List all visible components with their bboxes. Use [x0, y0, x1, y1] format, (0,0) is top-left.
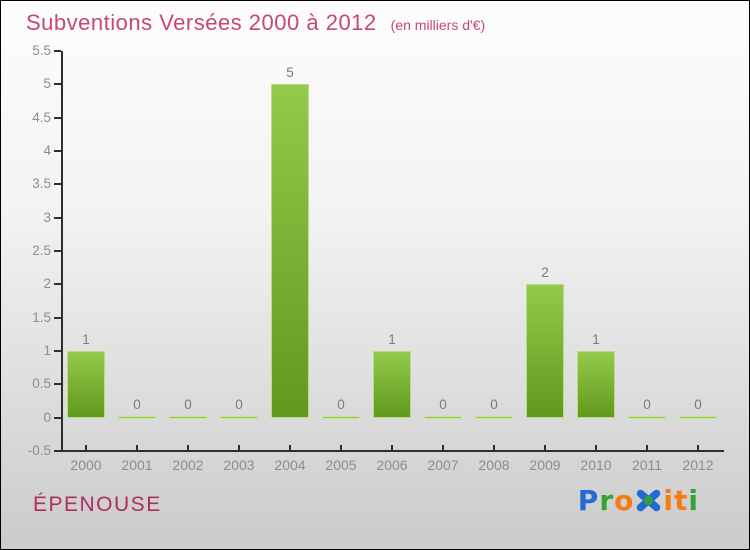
x-axis-tick — [85, 445, 87, 451]
x-axis-tick — [646, 445, 648, 451]
x-axis-tick-label: 2011 — [631, 457, 663, 473]
y-axis-tick — [54, 417, 61, 419]
bar-value-label: 0 — [235, 397, 243, 412]
y-axis-tick — [54, 383, 61, 385]
y-axis-tick — [54, 450, 61, 452]
logo-letter: t — [674, 484, 689, 517]
x-axis-tick-label: 2002 — [172, 457, 204, 473]
y-axis-tick — [54, 83, 61, 85]
chart-title: Subventions Versées 2000 à 2012 — [26, 10, 377, 35]
y-axis-tick-label: 3 — [43, 210, 51, 225]
bar-2007 — [424, 416, 462, 419]
y-axis-tick — [54, 217, 61, 219]
x-axis-tick-label: 2012 — [682, 457, 714, 473]
bar-2002 — [169, 416, 207, 419]
logo-letter: P — [577, 484, 600, 517]
y-axis-tick — [54, 317, 61, 319]
bar-2008 — [475, 416, 513, 419]
x-axis-tick-label: 2003 — [223, 457, 255, 473]
bar-2005 — [322, 416, 360, 419]
x-axis-tick — [442, 445, 444, 451]
y-axis-tick-label: 4.5 — [32, 110, 51, 125]
x-axis-tick — [289, 445, 291, 451]
bar-value-label: 0 — [694, 397, 702, 412]
y-axis-tick-label: -0.5 — [27, 443, 51, 458]
x-axis-tick — [544, 445, 546, 451]
bar-value-label: 0 — [133, 397, 141, 412]
logo-x-icon — [637, 489, 661, 512]
x-axis-tick-label: 2010 — [580, 457, 612, 473]
x-axis-tick — [391, 445, 393, 451]
x-axis-tick-label: 2006 — [376, 457, 408, 473]
bar-2011 — [628, 416, 666, 419]
bar-2006 — [373, 351, 411, 418]
y-axis-tick-label: 5.5 — [32, 43, 51, 58]
y-axis-tick-label: 0 — [43, 410, 51, 425]
x-axis-tick-label: 2008 — [478, 457, 510, 473]
bar-value-label: 5 — [286, 65, 294, 80]
y-axis-tick-label: 3.5 — [32, 176, 51, 191]
bar-2012 — [679, 416, 717, 419]
y-axis-tick — [54, 283, 61, 285]
y-axis-tick — [54, 250, 61, 252]
y-axis-tick — [54, 150, 61, 152]
y-axis-tick — [54, 350, 61, 352]
y-axis-tick — [54, 50, 61, 52]
y-axis-tick-label: 2 — [43, 276, 51, 291]
y-axis-tick-label: 1 — [43, 343, 51, 358]
bar-2004 — [271, 84, 309, 418]
x-axis-tick — [136, 445, 138, 451]
bar-value-label: 0 — [439, 397, 447, 412]
x-axis-tick-label: 2001 — [121, 457, 153, 473]
bar-value-label: 0 — [337, 397, 345, 412]
bar-value-label: 1 — [82, 332, 90, 347]
bar-2009 — [526, 284, 564, 418]
x-axis-tick-label: 2009 — [529, 457, 561, 473]
bar-value-label: 0 — [184, 397, 192, 412]
proxiti-logo: Pro iti — [578, 484, 699, 517]
bar-2003 — [220, 416, 258, 419]
y-axis-tick-label: 4 — [43, 143, 51, 158]
chart-title-row: Subventions Versées 2000 à 2012 (en mill… — [26, 10, 485, 36]
x-axis-tick-label: 2000 — [70, 457, 102, 473]
x-axis-tick — [238, 445, 240, 451]
y-axis-line — [61, 51, 63, 451]
x-axis-tick — [493, 445, 495, 451]
bar-2010 — [577, 351, 615, 418]
logo-letter: o — [614, 484, 635, 517]
x-axis-line — [61, 450, 724, 452]
y-axis-tick-label: 2.5 — [32, 243, 51, 258]
y-axis-tick-label: 5 — [43, 76, 51, 91]
bar-value-label: 0 — [643, 397, 651, 412]
bar-2000 — [67, 351, 105, 418]
bar-value-label: 2 — [541, 265, 549, 280]
y-axis-tick-label: 1.5 — [32, 310, 51, 325]
x-axis-tick-label: 2004 — [274, 457, 306, 473]
logo-letter: i — [663, 484, 674, 517]
x-axis-tick — [595, 445, 597, 451]
commune-name: ÉPENOUSE — [33, 493, 162, 516]
x-axis-tick — [187, 445, 189, 451]
y-axis-tick — [54, 117, 61, 119]
bar-value-label: 1 — [592, 332, 600, 347]
bar-2001 — [118, 416, 156, 419]
bar-value-label: 1 — [388, 332, 396, 347]
x-axis-tick-label: 2005 — [325, 457, 357, 473]
chart-subtitle: (en milliers d'€) — [390, 17, 486, 33]
x-axis-tick — [697, 445, 699, 451]
logo-letter: i — [688, 484, 699, 517]
x-axis-tick — [340, 445, 342, 451]
bar-value-label: 0 — [490, 397, 498, 412]
logo-letter: r — [599, 484, 615, 517]
y-axis-tick — [54, 183, 61, 185]
x-axis-tick-label: 2007 — [427, 457, 459, 473]
y-axis-tick-label: 0.5 — [32, 376, 51, 391]
